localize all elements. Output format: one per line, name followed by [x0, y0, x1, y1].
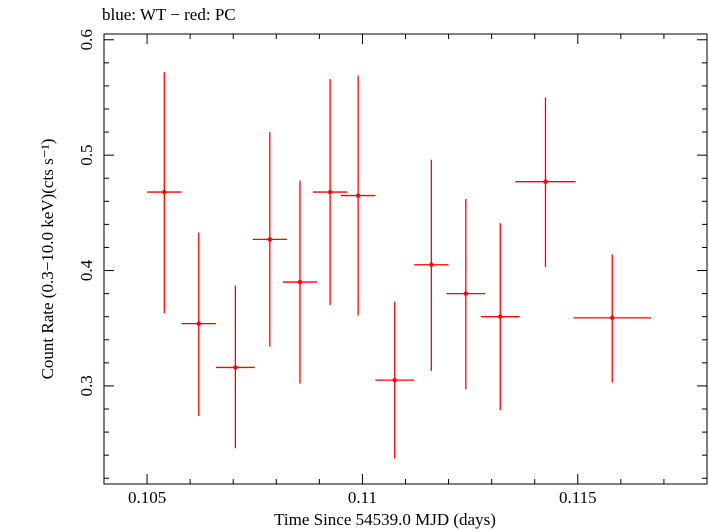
data-point	[181, 232, 216, 416]
point-marker	[355, 193, 361, 198]
point-marker	[162, 189, 167, 195]
point-marker	[297, 279, 303, 285]
y-tick-label: 0.3	[77, 375, 96, 396]
point-marker	[463, 291, 468, 296]
data-point	[414, 159, 449, 371]
y-tick-label: 0.5	[77, 145, 96, 166]
point-marker	[327, 189, 333, 195]
data-point	[573, 254, 652, 383]
data-point	[515, 97, 576, 268]
x-tick-label: 0.11	[348, 488, 377, 507]
point-marker	[196, 321, 201, 326]
x-axis-label: Time Since 54539.0 MJD (days)	[274, 510, 496, 529]
data-point	[446, 199, 486, 390]
pc-series	[147, 72, 652, 459]
y-axis-label: Count Rate (0.3−10.0 keV)(cts s⁻¹)	[38, 139, 57, 380]
point-marker	[233, 365, 238, 370]
data-point	[282, 180, 318, 384]
y-tick-label: 0.6	[77, 29, 96, 50]
data-point	[340, 75, 376, 316]
data-point	[375, 301, 415, 459]
y-tick-label: 0.4	[77, 259, 96, 281]
data-point	[312, 79, 348, 306]
x-tick-label: 0.105	[128, 488, 166, 507]
plot-frame	[103, 33, 708, 485]
point-marker	[498, 314, 503, 319]
point-marker	[610, 315, 615, 321]
data-point	[215, 285, 255, 449]
data-point	[480, 223, 520, 411]
point-marker	[543, 179, 548, 184]
point-marker	[429, 262, 434, 267]
point-marker	[267, 237, 273, 242]
data-point	[147, 72, 182, 314]
x-axis: 0.105 0.11 0.115	[103, 34, 708, 507]
data-point	[252, 132, 288, 347]
x-tick-label: 0.115	[559, 488, 597, 507]
y-axis: 0.3 0.4 0.5 0.6	[77, 29, 707, 479]
point-marker	[392, 377, 397, 383]
chart-title: blue: WT − red: PC	[102, 5, 236, 24]
